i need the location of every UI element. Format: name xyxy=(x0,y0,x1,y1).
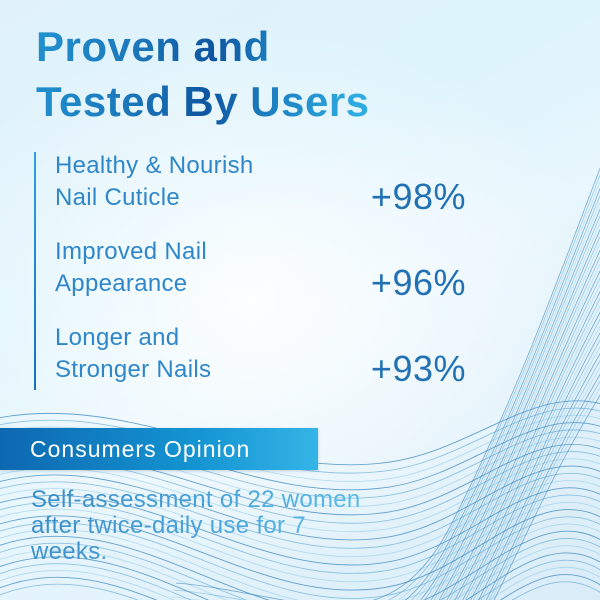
stat-label: Healthy & Nourish Nail Cuticle xyxy=(55,150,254,214)
list-accent-bar xyxy=(34,152,36,390)
caption-line2: after twice-daily use for 7 xyxy=(31,512,306,539)
consumers-opinion-badge: Consumers Opinion xyxy=(0,428,318,470)
caption-line1: Self-assessment of 22 women xyxy=(31,486,361,513)
caption-line3: weeks. xyxy=(31,538,108,565)
stat-row-nail-appearance: Improved Nail Appearance +96% xyxy=(34,236,466,303)
stat-label: Longer and Stronger Nails xyxy=(55,322,211,386)
stat-value: +98% xyxy=(370,176,466,217)
page-title-line2: Tested By Users xyxy=(36,78,370,125)
stat-label-line1: Longer and xyxy=(55,324,180,351)
stat-value: +96% xyxy=(370,262,466,303)
stat-label-line1: Healthy & Nourish xyxy=(55,152,254,179)
stat-label-line1: Improved Nail xyxy=(55,238,207,265)
stat-label-line2: Nail Cuticle xyxy=(55,184,180,211)
page-title: Proven and Tested By Users xyxy=(36,19,370,129)
study-caption: Self-assessment of 22 women after twice-… xyxy=(31,487,361,565)
stat-label: Improved Nail Appearance xyxy=(55,236,207,300)
badge-label: Consumers Opinion xyxy=(30,435,251,462)
stat-label-line2: Appearance xyxy=(55,270,188,297)
stats-list: Healthy & Nourish Nail Cuticle +98% Impr… xyxy=(34,150,466,390)
page-title-line1: Proven and xyxy=(36,23,270,70)
stat-label-line2: Stronger Nails xyxy=(55,356,212,383)
stat-row-nail-cuticle: Healthy & Nourish Nail Cuticle +98% xyxy=(34,150,466,217)
stat-value: +93% xyxy=(370,348,466,389)
stat-row-stronger-nails: Longer and Stronger Nails +93% xyxy=(34,322,466,389)
